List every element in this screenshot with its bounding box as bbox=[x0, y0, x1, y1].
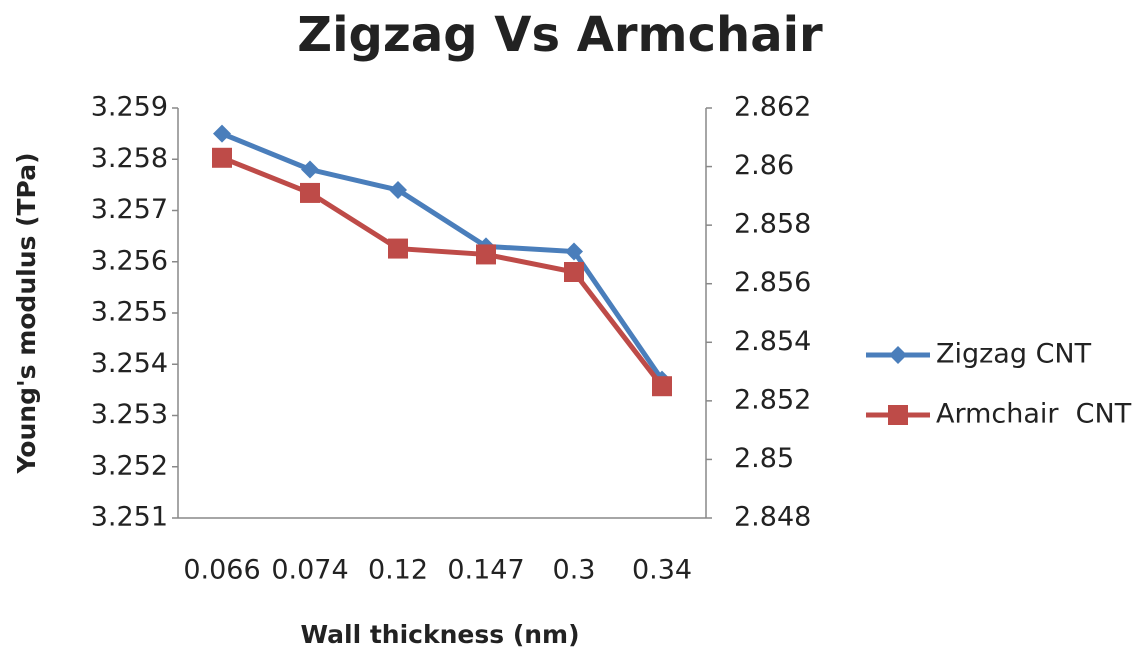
chart-title: Zigzag Vs Armchair bbox=[297, 7, 823, 63]
y-tick-label: 3.257 bbox=[91, 194, 168, 225]
y2-tick-label: 2.858 bbox=[734, 209, 811, 240]
y-tick-label: 3.254 bbox=[91, 348, 168, 379]
x-tick-label: 0.3 bbox=[553, 555, 596, 586]
y-tick-label: 3.255 bbox=[91, 297, 168, 328]
marker bbox=[889, 346, 907, 364]
marker bbox=[212, 147, 232, 168]
y2-tick-label: 2.848 bbox=[734, 502, 811, 533]
marker bbox=[565, 242, 583, 261]
y2-tick-label: 2.854 bbox=[734, 326, 811, 357]
marker bbox=[300, 182, 320, 203]
legend-label: Armchair CNT bbox=[936, 399, 1132, 430]
series-line bbox=[221, 155, 664, 388]
y2-tick-label: 2.856 bbox=[734, 267, 811, 298]
legend-label: Zigzag CNT bbox=[936, 339, 1092, 370]
marker bbox=[301, 160, 319, 179]
y2-tick-label: 2.862 bbox=[734, 92, 811, 123]
y-tick-label: 3.253 bbox=[91, 399, 168, 430]
marker bbox=[389, 181, 407, 199]
y2-tick-label: 2.85 bbox=[734, 443, 794, 474]
x-axis-title: Wall thickness (nm) bbox=[300, 620, 579, 649]
y2-tick-label: 2.852 bbox=[734, 384, 811, 415]
y-tick-label: 3.252 bbox=[91, 450, 168, 481]
marker bbox=[388, 238, 408, 259]
x-tick-label: 0.34 bbox=[632, 555, 692, 586]
marker bbox=[213, 124, 231, 143]
y-axis-title: Young's modulus (TPa) bbox=[12, 152, 41, 474]
y-tick-label: 3.259 bbox=[91, 92, 168, 123]
y2-tick-label: 2.86 bbox=[734, 150, 794, 181]
marker bbox=[476, 244, 496, 265]
x-tick-label: 0.066 bbox=[183, 555, 260, 586]
y-tick-label: 3.258 bbox=[91, 143, 168, 174]
marker bbox=[888, 405, 908, 425]
x-tick-label: 0.147 bbox=[447, 555, 524, 586]
marker bbox=[652, 376, 672, 397]
y-tick-label: 3.251 bbox=[91, 502, 168, 533]
x-tick-label: 0.074 bbox=[271, 555, 348, 586]
x-tick-label: 0.12 bbox=[368, 555, 428, 586]
y-tick-label: 3.256 bbox=[91, 245, 168, 276]
series-line bbox=[221, 131, 665, 382]
marker bbox=[564, 262, 584, 282]
